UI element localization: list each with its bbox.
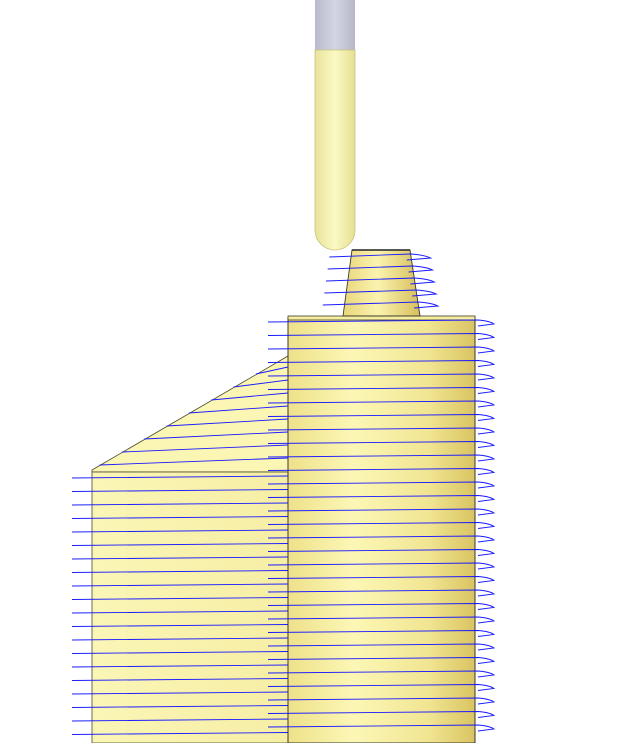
toolpath-pass <box>71 678 289 681</box>
toolpath-pass <box>121 444 289 453</box>
cylinder-body <box>287 317 476 743</box>
toolpath-pass <box>71 597 289 600</box>
toolpath-pass <box>211 392 289 401</box>
toolpath-pass <box>267 400 496 408</box>
block-front-face <box>91 471 289 743</box>
toolpath-pass <box>71 475 289 479</box>
toolpath-pass <box>267 616 496 624</box>
tool-body <box>314 49 356 251</box>
toolpath-pass <box>267 549 496 556</box>
toolpath-pass <box>71 624 289 627</box>
toolpath-pass <box>326 277 437 285</box>
toolpath-pass <box>166 418 289 427</box>
toolpath-pass <box>267 589 496 597</box>
toolpath-pass <box>99 457 289 466</box>
toolpath-pass <box>267 643 496 651</box>
toolpath-pass <box>255 366 289 375</box>
toolpath-pass <box>267 319 496 327</box>
toolpath-pass <box>71 705 289 708</box>
toolpath-pass <box>267 724 496 732</box>
toolpath-pass <box>71 732 289 735</box>
toolpath-pass <box>329 253 433 261</box>
waterline-toolpath-icon <box>71 253 496 735</box>
toolpath-pass <box>71 489 289 492</box>
toolpath-pass <box>267 630 496 637</box>
toolpath-pass <box>71 529 289 533</box>
toolpath-pass <box>71 570 289 573</box>
toolpath-pass <box>233 379 289 388</box>
ball-end-mill-icon <box>314 0 356 251</box>
toolpath-pass <box>267 657 496 664</box>
toolpath-pass <box>267 670 496 678</box>
cylinder-top-face <box>287 315 476 321</box>
toolpath-pass <box>71 691 289 695</box>
toolpath-pass <box>267 387 496 394</box>
toolpath-pass <box>322 301 440 309</box>
part-main-cylinder <box>287 315 476 743</box>
toolpath-pass <box>267 360 496 367</box>
part-left-block <box>91 355 289 743</box>
toolpath-pass <box>267 333 496 340</box>
toolpath-pass <box>71 664 289 668</box>
tool-shank <box>315 0 355 50</box>
toolpath-pass <box>267 454 496 462</box>
toolpath-pass <box>267 535 496 543</box>
toolpath-pass <box>144 431 289 440</box>
toolpath-pass <box>71 502 289 506</box>
toolpath-pass <box>267 603 496 610</box>
toolpath-pass <box>267 481 496 489</box>
toolpath-pass <box>267 684 496 691</box>
toolpath-pass <box>267 711 496 718</box>
toolpath-pass <box>324 289 438 297</box>
toolpath-pass <box>71 556 289 560</box>
toolpath-pass <box>71 583 289 587</box>
toolpath-pass <box>71 543 289 546</box>
toolpath-pass <box>71 651 289 654</box>
toolpath-pass <box>71 718 289 722</box>
toolpath-pass <box>267 373 496 381</box>
toolpath-pass <box>267 576 496 583</box>
toolpath-pass <box>267 495 496 502</box>
toolpath-pass <box>327 265 435 273</box>
toolpath-pass <box>267 468 496 475</box>
toolpath-pass <box>267 414 496 421</box>
toolpath-pass <box>267 346 496 354</box>
toolpath-pass <box>267 697 496 705</box>
toolpath-pass <box>267 562 496 570</box>
toolpath-pass <box>267 508 496 516</box>
toolpath-pass <box>71 637 289 641</box>
toolpath-pass <box>267 522 496 529</box>
toolpath-pass <box>71 516 289 519</box>
toolpath-pass <box>71 610 289 614</box>
toolpath-pass <box>267 441 496 448</box>
toolpath-pass <box>267 427 496 435</box>
toolpath-pass <box>188 405 289 414</box>
